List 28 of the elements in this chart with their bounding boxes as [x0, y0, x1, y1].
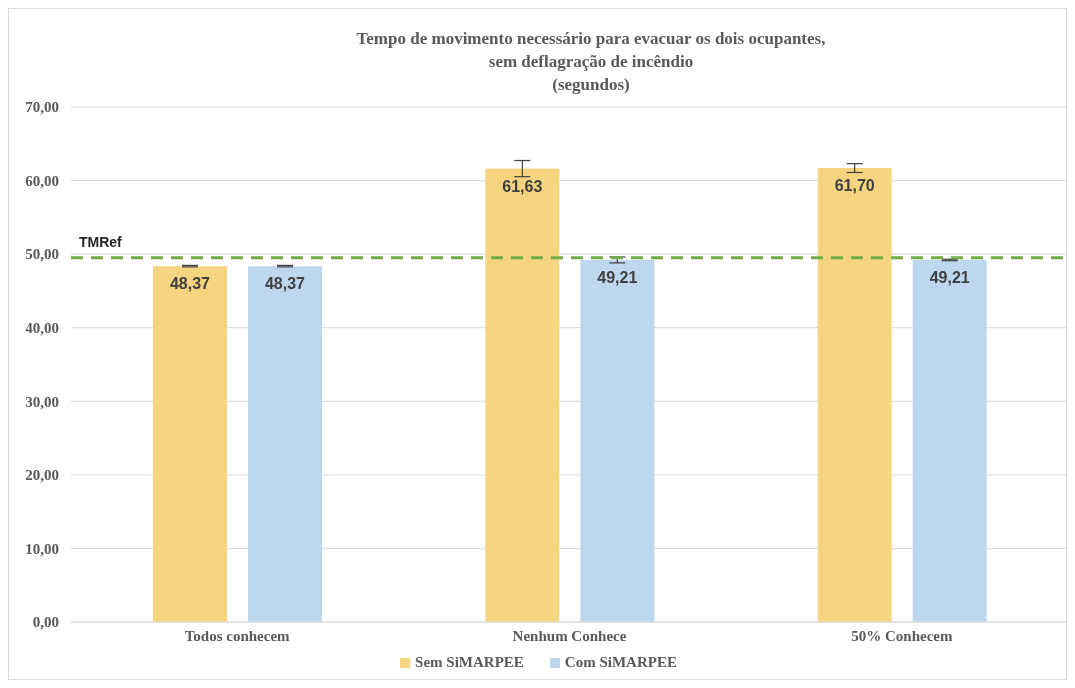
x-tick-label: Todos conhecem	[184, 627, 291, 644]
y-tick-label: 60,00	[25, 172, 59, 189]
data-label: 48,37	[169, 275, 211, 293]
bar	[817, 168, 892, 622]
bar	[248, 266, 322, 622]
chart-subtitle: (segundos)	[551, 74, 631, 96]
data-label: 49,21	[929, 269, 970, 287]
data-label: 49,21	[597, 269, 638, 287]
legend-label: Sem SiMARPEE	[415, 654, 524, 671]
y-tick-label: 10,00	[25, 540, 59, 557]
bar	[912, 259, 987, 622]
y-tick-label: 30,00	[25, 393, 59, 410]
legend-label: Com SiMARPEE	[564, 654, 677, 671]
bar	[153, 266, 227, 622]
x-tick-label: Nenhum Conhece	[512, 627, 627, 644]
y-tick-label: 20,00	[25, 467, 59, 484]
chart-title: Tempo de movimento necessário para evacuar os dois ocupantes, sem deflagração de incêndio	[355, 28, 827, 73]
y-tick-label: 70,00	[25, 99, 59, 116]
x-tick-label: 50% Conhecem	[851, 627, 953, 644]
y-tick-label: 40,00	[25, 320, 59, 337]
y-tick-label: 50,00	[25, 246, 59, 263]
y-tick-label: 0,00	[32, 614, 59, 631]
data-label: 61,63	[502, 177, 543, 195]
data-label: 48,37	[264, 275, 306, 293]
bar	[580, 259, 655, 622]
ref-line-label: TMRef	[79, 233, 123, 250]
bar	[485, 168, 560, 622]
data-label: 61,70	[834, 177, 875, 195]
